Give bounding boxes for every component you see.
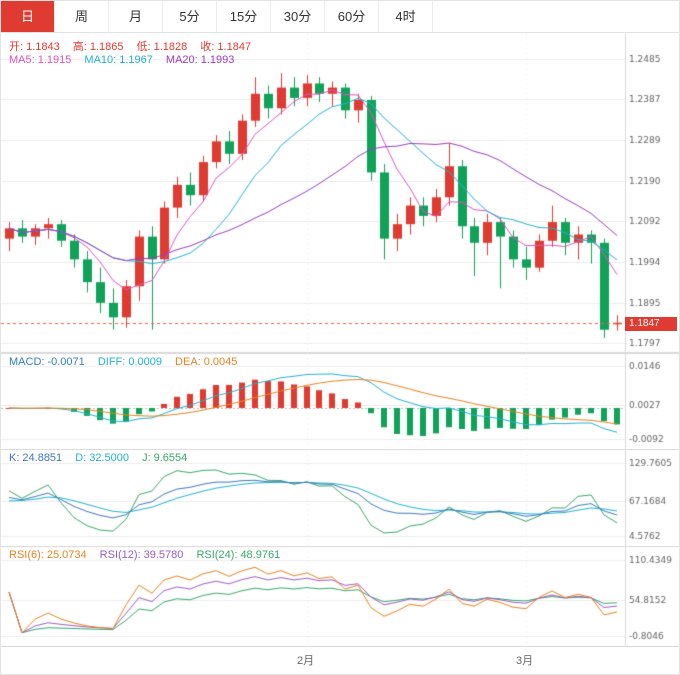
j-value: J: 9.6554 — [142, 452, 188, 464]
low-readout: 低: 1.1828 — [136, 41, 188, 53]
ohlc-readout: 开: 1.1843 高: 1.1865 低: 1.1828 收: 1.1847 — [9, 38, 261, 54]
kdj-readout: K: 24.8851 D: 32.5000 J: 9.6554 — [9, 452, 197, 464]
rsi6-value: RSI(6): 25.0734 — [9, 549, 87, 561]
period-tab[interactable]: 4时 — [379, 1, 433, 32]
period-tab[interactable]: 60分 — [325, 1, 379, 32]
ma-readout: MA5: 1.1915 MA10: 1.1967 MA20: 1.1993 — [9, 54, 244, 66]
period-tab[interactable]: 30分 — [271, 1, 325, 32]
open-readout: 开: 1.1843 — [9, 41, 60, 53]
macd-value: MACD: -0.0071 — [9, 356, 85, 368]
period-tab[interactable]: 15分 — [217, 1, 271, 32]
period-tab[interactable]: 5分 — [163, 1, 217, 32]
month-label-feb: 2月 — [297, 655, 315, 667]
period-tab[interactable]: 周 — [55, 1, 109, 32]
close-readout: 收: 1.1847 — [200, 41, 252, 53]
ma10-readout: MA10: 1.1967 — [84, 54, 153, 66]
k-value: K: 24.8851 — [9, 452, 63, 464]
macd-readout: MACD: -0.0071 DIFF: 0.0009 DEA: 0.0045 — [9, 356, 247, 368]
ma20-readout: MA20: 1.1993 — [165, 54, 235, 66]
d-value: D: 32.5000 — [75, 452, 129, 464]
dea-value: DEA: 0.0045 — [175, 356, 238, 368]
high-readout: 高: 1.1865 — [72, 41, 124, 53]
period-tabbar: 日周月 5分 15分 30分 60分 4时 — [1, 1, 679, 33]
rsi12-value: RSI(12): 39.5780 — [99, 549, 184, 561]
ma5-readout: MA5: 1.1915 — [9, 54, 72, 66]
rsi-panel-canvas[interactable] — [1, 546, 679, 646]
candlestick-chart-canvas[interactable] — [1, 33, 679, 353]
kdj-panel-canvas[interactable] — [1, 449, 679, 546]
rsi-readout: RSI(6): 25.0734 RSI(12): 39.5780 RSI(24): 4… — [9, 549, 290, 561]
period-tab[interactable]: 日 — [1, 1, 55, 32]
rsi24-value: RSI(24): 48.9761 — [196, 549, 281, 561]
month-label-mar: 3月 — [516, 655, 534, 667]
diff-value: DIFF: 0.0009 — [97, 356, 162, 368]
current-price-badge: 1.1847 — [625, 316, 677, 331]
macd-panel-canvas[interactable] — [1, 353, 679, 449]
period-tab[interactable]: 月 — [109, 1, 163, 32]
time-axis: 2月 3月 — [1, 646, 679, 674]
